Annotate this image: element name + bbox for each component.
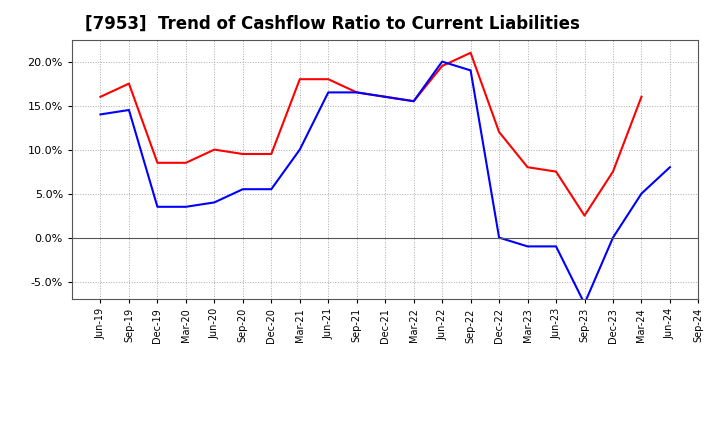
Line: Operating CF to Current Liabilities: Operating CF to Current Liabilities (101, 53, 642, 216)
Operating CF to Current Liabilities (438, 63, 446, 69)
Operating CF to Current Liabilities (580, 213, 589, 218)
Operating CF to Current Liabilities (552, 169, 560, 174)
Operating CF to Current Liabilities (295, 77, 304, 82)
Operating CF to Current Liabilities (523, 165, 532, 170)
Operating CF to Current Liabilities (410, 99, 418, 104)
Operating CF to Current Liabilities (352, 90, 361, 95)
Free CF to Current Liabilities (637, 191, 646, 196)
Free CF to Current Liabilities (352, 90, 361, 95)
Free CF to Current Liabilities (467, 68, 475, 73)
Free CF to Current Liabilities (125, 107, 133, 113)
Free CF to Current Liabilities (438, 59, 446, 64)
Operating CF to Current Liabilities (637, 94, 646, 99)
Free CF to Current Liabilities (295, 147, 304, 152)
Free CF to Current Liabilities (523, 244, 532, 249)
Free CF to Current Liabilities (324, 90, 333, 95)
Operating CF to Current Liabilities (181, 160, 190, 165)
Free CF to Current Liabilities (181, 204, 190, 209)
Operating CF to Current Liabilities (495, 129, 503, 135)
Text: [7953]  Trend of Cashflow Ratio to Current Liabilities: [7953] Trend of Cashflow Ratio to Curren… (84, 15, 580, 33)
Operating CF to Current Liabilities (125, 81, 133, 86)
Operating CF to Current Liabilities (381, 94, 390, 99)
Free CF to Current Liabilities (665, 165, 674, 170)
Operating CF to Current Liabilities (608, 169, 617, 174)
Free CF to Current Liabilities (552, 244, 560, 249)
Free CF to Current Liabilities (381, 94, 390, 99)
Free CF to Current Liabilities (410, 99, 418, 104)
Operating CF to Current Liabilities (267, 151, 276, 157)
Free CF to Current Liabilities (210, 200, 219, 205)
Operating CF to Current Liabilities (467, 50, 475, 55)
Free CF to Current Liabilities (96, 112, 105, 117)
Free CF to Current Liabilities (580, 301, 589, 306)
Operating CF to Current Liabilities (324, 77, 333, 82)
Free CF to Current Liabilities (267, 187, 276, 192)
Operating CF to Current Liabilities (210, 147, 219, 152)
Operating CF to Current Liabilities (153, 160, 162, 165)
Free CF to Current Liabilities (238, 187, 247, 192)
Free CF to Current Liabilities (495, 235, 503, 240)
Operating CF to Current Liabilities (238, 151, 247, 157)
Free CF to Current Liabilities (608, 235, 617, 240)
Free CF to Current Liabilities (153, 204, 162, 209)
Operating CF to Current Liabilities (96, 94, 105, 99)
Line: Free CF to Current Liabilities: Free CF to Current Liabilities (101, 62, 670, 304)
